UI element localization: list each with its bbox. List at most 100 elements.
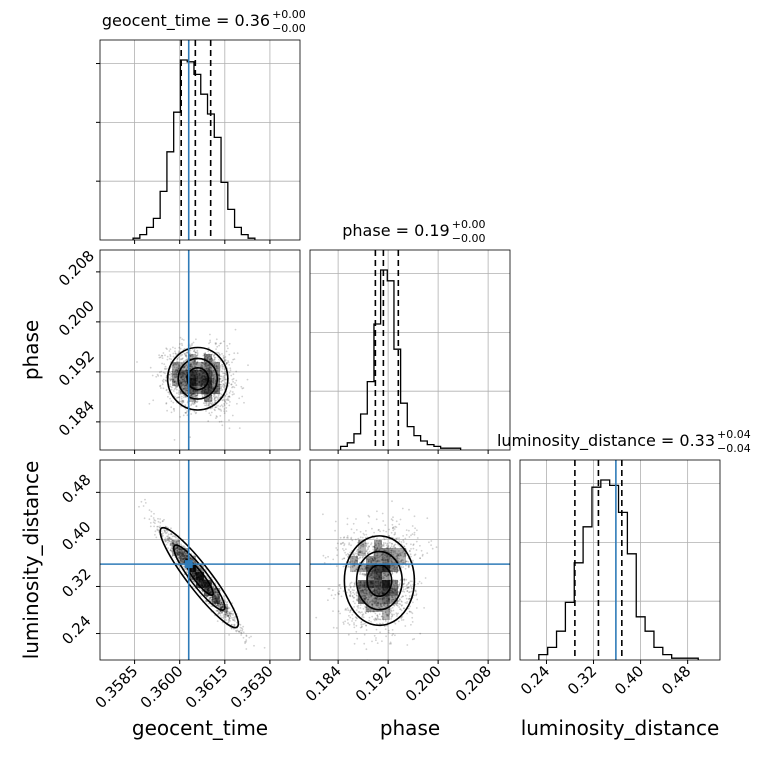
scatter-point [202, 389, 205, 392]
scatter-point [338, 590, 341, 593]
scatter-point [212, 377, 215, 380]
scatter-point [233, 358, 236, 360]
scatter-point [167, 539, 170, 541]
scatter-point [396, 579, 399, 582]
scatter-point [368, 575, 371, 578]
scatter-point [228, 634, 231, 636]
scatter-point [170, 527, 172, 530]
scatter-point [227, 607, 230, 609]
scatter-point [218, 363, 220, 366]
scatter-point [222, 603, 224, 606]
scatter-point [391, 561, 394, 564]
scatter-point [211, 401, 214, 404]
scatter-point [170, 372, 173, 375]
title-plus: +0.00 [452, 218, 486, 231]
scatter-point [181, 378, 184, 381]
scatter-point [410, 623, 412, 626]
scatter-point [195, 338, 197, 341]
scatter-point [413, 533, 416, 536]
scatter-point [385, 615, 388, 617]
scatter-point [180, 382, 182, 385]
scatter-point [365, 542, 368, 545]
scatter-point [374, 557, 376, 560]
scatter-point [167, 541, 169, 544]
scatter-point [173, 408, 175, 410]
scatter-point [218, 387, 220, 390]
scatter-point [152, 399, 155, 402]
scatter-point [228, 618, 231, 621]
scatter-point [211, 358, 214, 361]
scatter-point [397, 566, 399, 568]
scatter-point [176, 546, 178, 549]
scatter-point [229, 612, 232, 615]
scatter-point [228, 427, 231, 430]
scatter-point [221, 399, 224, 402]
scatter-point [179, 556, 182, 559]
scatter-point [220, 598, 222, 601]
scatter-point [185, 569, 188, 571]
scatter-point [189, 364, 192, 367]
scatter-point [384, 611, 387, 614]
scatter-point [206, 399, 209, 402]
density-cell [204, 588, 212, 596]
scatter-point [199, 567, 202, 570]
scatter-point [416, 537, 419, 539]
scatter-point [174, 547, 176, 549]
scatter-point [222, 386, 225, 389]
scatter-point [227, 610, 230, 613]
scatter-point [368, 575, 371, 578]
scatter-point [222, 405, 224, 408]
density-cell [188, 354, 196, 362]
scatter-point [182, 361, 185, 363]
scatter-point [374, 546, 377, 549]
scatter-point [242, 387, 245, 389]
scatter-point [399, 560, 401, 563]
scatter-point [217, 613, 219, 615]
scatter-point [208, 353, 211, 356]
scatter-point [341, 548, 344, 550]
scatter-point [212, 381, 215, 384]
scatter-point [209, 358, 211, 361]
scatter-point [159, 384, 162, 387]
scatter-point [170, 378, 173, 380]
scatter-point [230, 612, 233, 615]
scatter-point [214, 392, 216, 394]
scatter-point [359, 607, 362, 609]
scatter-point [241, 628, 244, 631]
scatter-point [211, 397, 214, 400]
scatter-point [205, 402, 208, 404]
scatter-point [396, 554, 399, 556]
scatter-point [384, 618, 387, 621]
scatter-point [225, 611, 228, 613]
scatter-point [223, 358, 226, 361]
scatter-point [226, 607, 229, 610]
scatter-point [176, 361, 178, 364]
scatter-point [373, 546, 376, 548]
scatter-point [185, 355, 187, 357]
scatter-point [396, 557, 399, 559]
scatter-point [205, 404, 208, 407]
scatter-point [203, 354, 205, 357]
density-cell [196, 370, 204, 378]
scatter-point [403, 607, 405, 610]
scatter-point [384, 524, 387, 526]
scatter-point [169, 542, 172, 545]
scatter-point [194, 402, 196, 405]
panel-title-luminosity_distance: luminosity_distance = 0.33 [497, 431, 715, 451]
scatter-point [348, 589, 351, 592]
scatter-point [222, 380, 224, 382]
scatter-point [349, 591, 352, 593]
scatter-point [362, 616, 365, 619]
scatter-point [351, 589, 354, 591]
scatter-point [200, 363, 203, 366]
scatter-point [394, 525, 397, 528]
scatter-point [183, 366, 186, 369]
scatter-point [405, 542, 408, 545]
scatter-point [182, 553, 185, 555]
scatter-point [176, 553, 179, 556]
scatter-point [351, 595, 354, 598]
scatter-point [162, 520, 164, 522]
scatter-point [183, 559, 186, 561]
scatter-point [165, 367, 168, 370]
scatter-point [179, 383, 182, 386]
